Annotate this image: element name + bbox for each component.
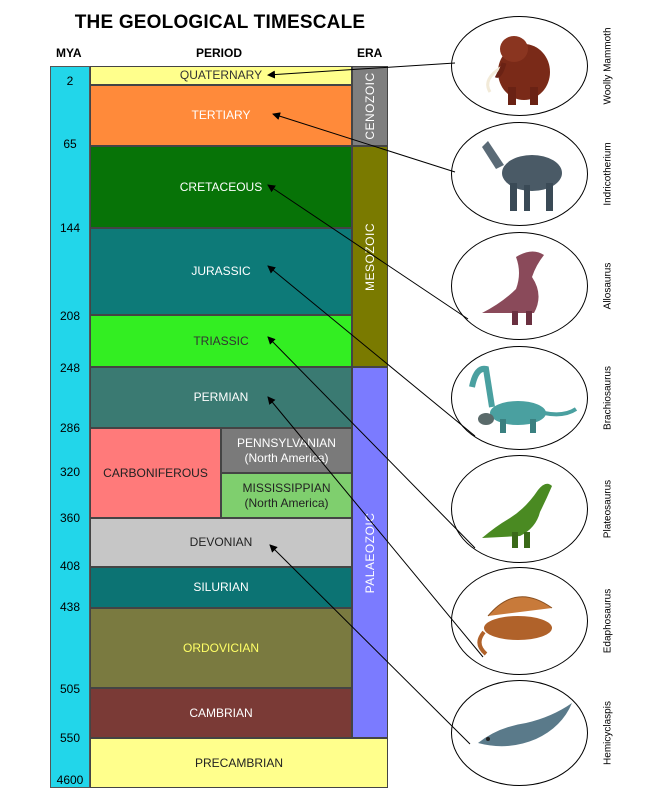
period-pennsylvanian: PENNSYLVANIAN (North America)	[221, 428, 352, 473]
page-title: THE GEOLOGICAL TIMESCALE	[74, 12, 366, 33]
period-sublabel: (North America)	[244, 495, 329, 510]
indricotherium-icon	[482, 141, 562, 211]
mya-tick: 65	[63, 137, 77, 151]
period-quaternary: QUATERNARY	[90, 66, 352, 85]
indricotherium-connector	[272, 112, 456, 173]
period-cambrian: CAMBRIAN	[90, 688, 352, 738]
edaphosaurus-connector	[267, 396, 484, 658]
period-precambrian: PRECAMBRIAN	[90, 738, 388, 788]
mya-tick: 144	[59, 221, 81, 235]
brachiosaurus-connector	[267, 265, 476, 437]
era-header: ERA	[357, 46, 383, 60]
era-palaeozoic: PALAEOZOIC	[352, 367, 388, 738]
mya-tick: 438	[59, 600, 81, 614]
mya-tick: 360	[59, 511, 81, 525]
allosaurus-oval	[451, 232, 588, 340]
mya-tick: 4600	[56, 773, 84, 787]
period-label: CAMBRIAN	[189, 705, 253, 720]
mya-tick: 286	[59, 421, 81, 435]
mya-tick: 208	[59, 309, 81, 323]
brachiosaurus-oval	[451, 346, 588, 450]
edaphosaurus-oval	[451, 567, 588, 675]
mammoth-connector	[267, 62, 456, 79]
period-label: QUATERNARY	[179, 68, 263, 82]
period-label: SILURIAN	[193, 580, 249, 594]
period-cretaceous: CRETACEOUS	[90, 146, 352, 228]
hemicyclaspis-oval	[451, 680, 588, 786]
period-label: JURASSIC	[191, 264, 251, 278]
woolly-mammoth-icon	[486, 36, 550, 105]
mya-tick: 505	[59, 682, 81, 696]
period-header: PERIOD	[196, 46, 243, 60]
plateosaurus-connector	[267, 336, 476, 549]
period-label: DEVONIAN	[189, 535, 253, 549]
period-sublabel: (North America)	[244, 450, 329, 465]
period-silurian: SILURIAN	[90, 567, 352, 608]
period-carboniferous: CARBONIFEROUS	[90, 428, 221, 518]
edaphosaurus-icon	[477, 596, 553, 656]
period-label: PENNSYLVANIAN	[237, 435, 336, 450]
mya-tick: 408	[59, 559, 81, 573]
period-label: TRIASSIC	[193, 333, 249, 348]
period-devonian: DEVONIAN	[90, 518, 352, 567]
period-jurassic: JURASSIC	[90, 228, 352, 315]
era-cenozoic: CENOZOIC	[352, 66, 388, 146]
hemicyclaspis-connector	[269, 544, 471, 745]
mya-tick: 550	[59, 731, 81, 745]
period-label: CARBONIFEROUS	[103, 465, 208, 480]
period-ordovician: ORDOVICIAN	[90, 608, 352, 688]
period-label: PERMIAN	[193, 390, 249, 404]
era-mesozoic: MESOZOIC	[352, 146, 388, 367]
plateosaurus-oval	[451, 455, 588, 563]
period-permian: PERMIAN	[90, 367, 352, 428]
period-label: CRETACEOUS	[179, 179, 263, 194]
mya-header: MYA	[56, 46, 82, 60]
period-label: PRECAMBRIAN	[194, 755, 283, 770]
plateosaurus-icon	[482, 483, 552, 548]
hemicyclaspis-icon	[478, 703, 572, 747]
indricotherium-oval	[451, 122, 588, 226]
mya-tick: 2	[66, 74, 74, 88]
period-triassic: TRIASSIC	[90, 315, 352, 367]
allosaurus-connector	[267, 184, 469, 320]
mya-tick: 320	[59, 465, 81, 479]
period-mississippian: MISSISSIPPIAN (North America)	[221, 473, 352, 518]
brachiosaurus-icon	[469, 365, 578, 433]
period-label: TERTIARY	[191, 108, 251, 122]
mya-column	[50, 66, 90, 788]
period-label: ORDOVICIAN	[182, 640, 259, 655]
period-label: MISSISSIPPIAN	[242, 480, 331, 495]
allosaurus-icon	[482, 251, 544, 325]
period-tertiary: TERTIARY	[90, 85, 352, 146]
mya-tick: 248	[59, 361, 81, 375]
woolly-mammoth-oval	[451, 16, 588, 116]
